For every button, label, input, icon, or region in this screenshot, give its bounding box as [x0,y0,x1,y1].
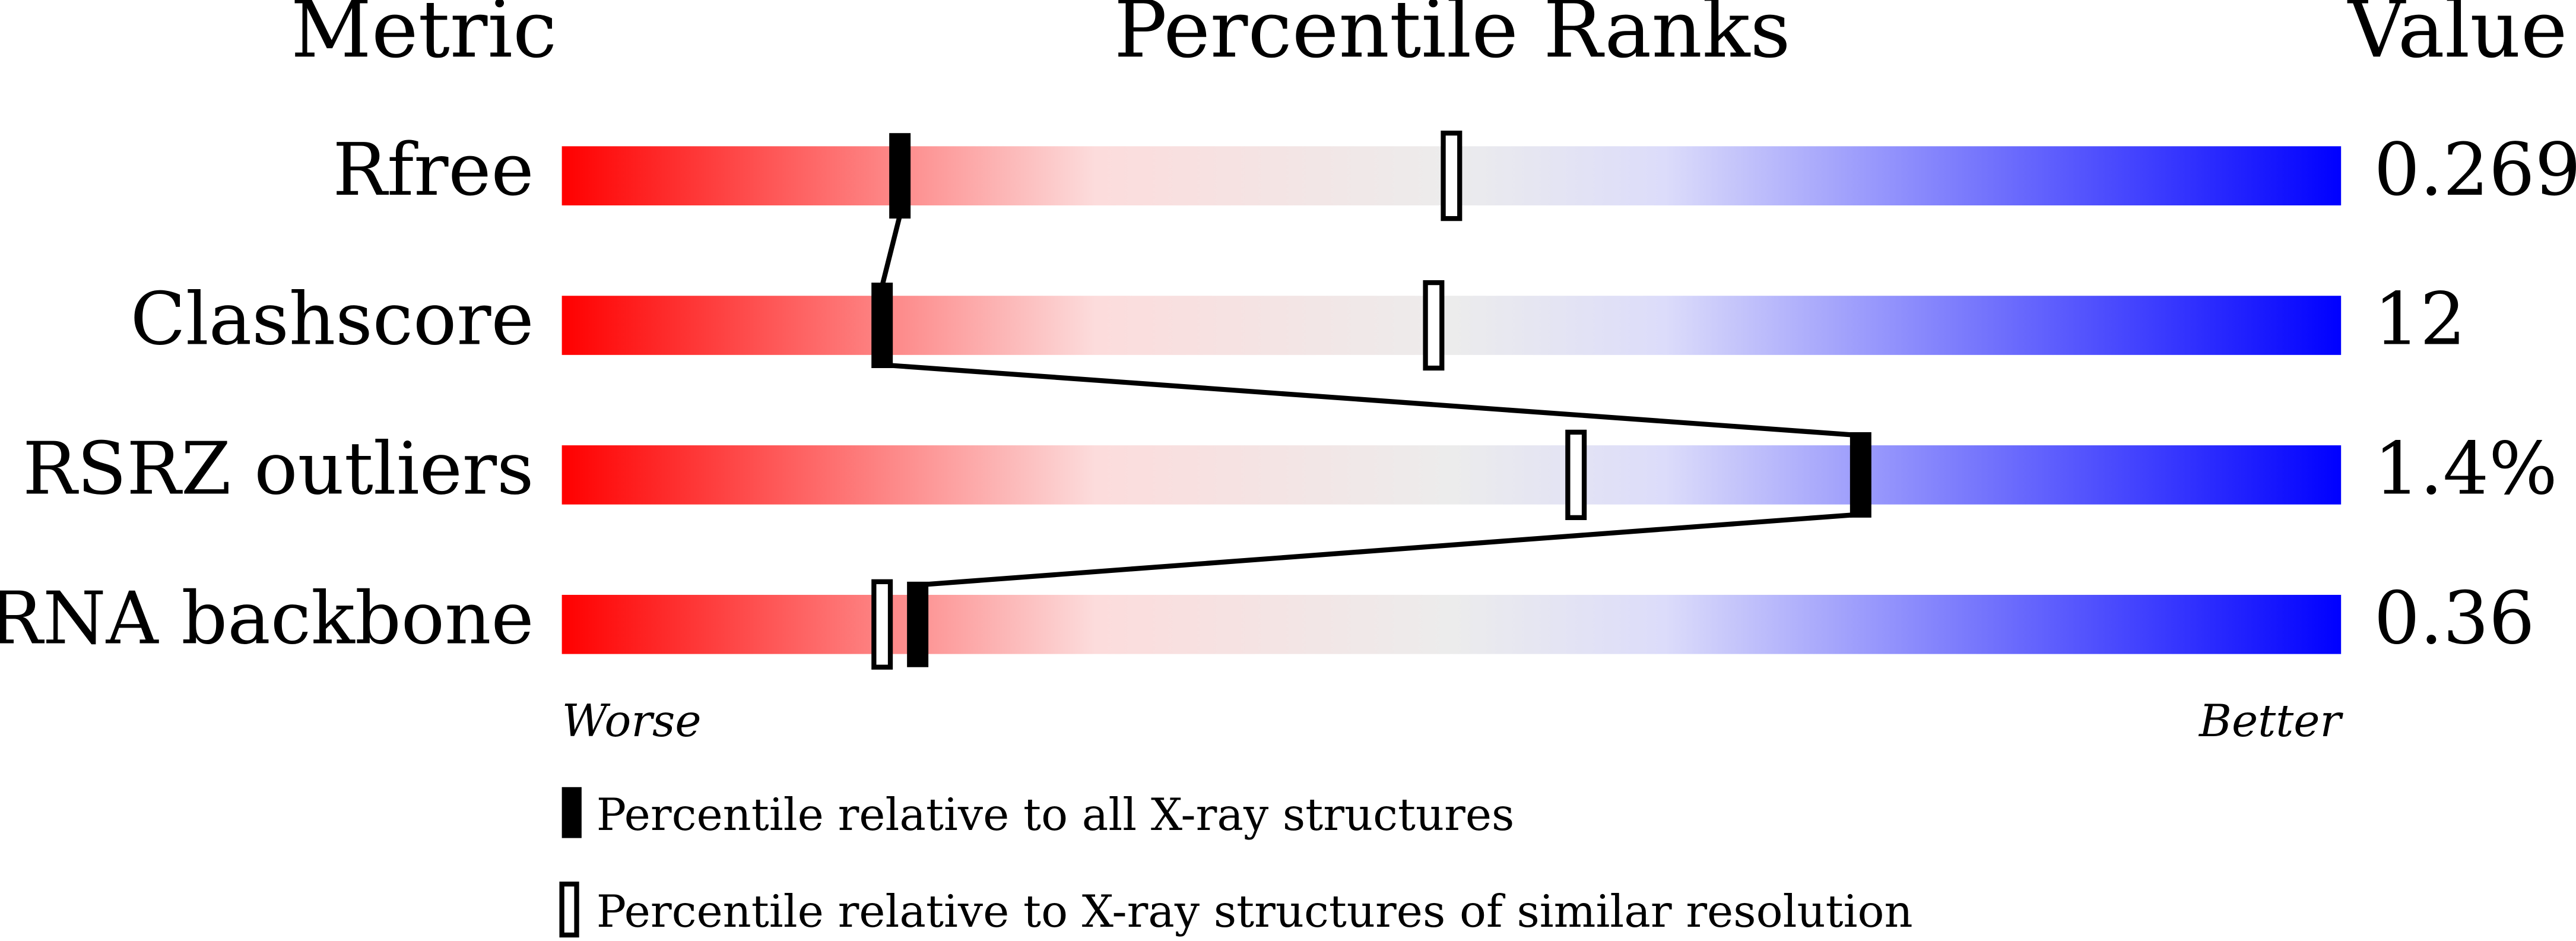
percentile-marker [889,133,911,219]
header: Percentile Ranks [1114,0,1791,75]
percentile-marker [871,579,893,670]
header: Metric [291,0,557,75]
percentile-marker [907,581,929,667]
connector [917,512,1861,588]
percentile-marker [871,283,893,368]
slider-bar [561,296,2342,355]
slider-bar [561,445,2342,505]
percentile-marker [1441,131,1463,221]
metric-label: RNA backbone [0,576,534,660]
metric-label: Clashscore [131,277,534,362]
low-label: Worse [562,695,702,747]
percentile-marker [1849,432,1871,518]
slider-bar [561,594,2342,654]
percentile-marker [1565,429,1587,521]
legend-swatch [561,787,582,838]
metric-value: 0.269 [2374,128,2576,212]
metric-value: 1.4% [2374,427,2558,511]
metric-value: 0.36 [2374,576,2535,660]
connector [880,214,903,287]
high-label: Better [2198,695,2343,747]
percentile-marker [1423,280,1445,371]
connector [881,362,1861,438]
metric-label: RSRZ outliers [23,427,534,511]
legend-swatch [559,881,579,938]
legend-label: Percentile relative to all X-ray structu… [597,789,1515,841]
metric-value: 12 [2374,277,2466,362]
metric-label: Rfree [332,128,534,212]
header: Value [2347,0,2568,75]
legend-label: Percentile relative to X-ray structures … [597,886,1913,937]
